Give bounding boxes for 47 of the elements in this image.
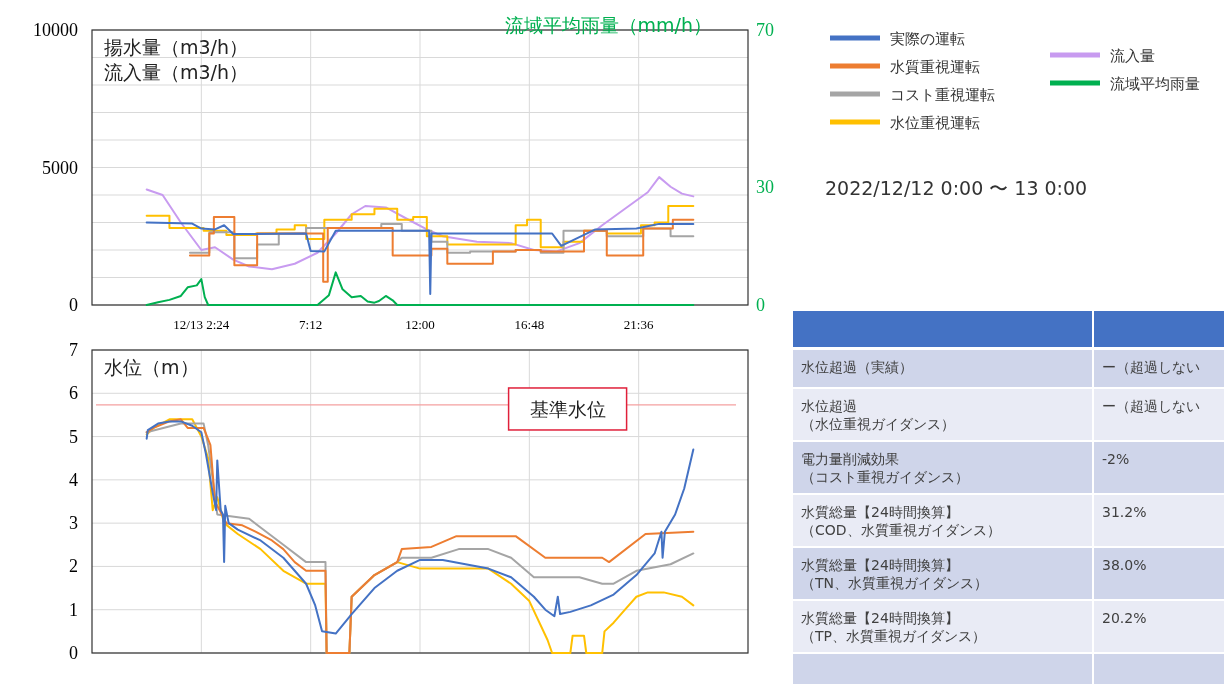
x-tick-label: 12:00 (405, 317, 435, 332)
y-tick-label: 7 (69, 340, 78, 360)
y-tick-label: 4 (69, 469, 78, 490)
y-tick-label: 5000 (42, 157, 78, 178)
y-tick-label: 10000 (33, 20, 78, 40)
y-tick-label: 6 (69, 383, 78, 404)
text: -2% (1102, 451, 1130, 467)
line-series (145, 176, 695, 271)
x-tick-label: 7:12 (299, 317, 323, 332)
category-label: 水質総量【24時間換算】（TP、水質重視ガイダンス） (801, 610, 986, 645)
y-tick-label: 0 (69, 295, 78, 315)
line-series (188, 216, 695, 283)
text: ー（超過しない (1102, 398, 1200, 414)
category-label: 水位超過（実績） (801, 359, 913, 375)
category-label: 水位超過（水位重視ガイダンス） (801, 398, 955, 433)
y-tick-label: 0 (69, 643, 78, 663)
category-label: 電力量削減効果（コスト重視ガイダンス） (801, 451, 969, 486)
text: 38.0% (1102, 557, 1147, 573)
y-tick-label: 2 (69, 556, 78, 577)
y2-axis-title: 流域平均雨量（mm/h） (504, 14, 712, 36)
line-series (145, 221, 695, 295)
text: 2022/12/12 0:00 〜 13 0:00 (825, 177, 1088, 199)
y-tick-label: 1 (69, 599, 78, 620)
legend-label: 流域平均雨量 (1110, 75, 1200, 93)
legend-label: コスト重視運転 (890, 86, 995, 104)
y2-tick-label: 30 (756, 177, 774, 198)
y2-tick-label: 0 (756, 295, 765, 315)
y-tick-label: 3 (69, 513, 78, 534)
y2-tick-label: 70 (756, 20, 774, 40)
legend-label: 水位重視運転 (890, 114, 980, 132)
category-label: 水質総量【24時間換算】（TN、水質重視ガイダンス） (801, 557, 989, 592)
legend-label: 水質重視運転 (890, 58, 980, 76)
line-series (145, 271, 695, 306)
x-tick-label: 21:36 (623, 317, 654, 332)
text: ー（超過しない (1102, 359, 1200, 375)
legend-label: 流入量 (1110, 47, 1155, 65)
legend-label: 実際の運転 (890, 30, 965, 48)
text: 20.2% (1102, 610, 1147, 626)
x-tick-label: 12/13 2:24 (173, 317, 230, 332)
y-axis-title: 水位（m） (104, 356, 199, 378)
y-tick-label: 5 (69, 426, 78, 447)
category-label: 水質総量【24時間換算】（COD、水質重視ガイダンス） (801, 504, 1001, 539)
ref-line-label: 基準水位 (529, 397, 606, 420)
x-tick-label: 16:48 (514, 317, 545, 332)
y-axis-title: 揚水量（m3/h）流入量（m3/h） (104, 36, 249, 83)
line-series (145, 205, 695, 249)
text: 31.2% (1102, 504, 1147, 520)
